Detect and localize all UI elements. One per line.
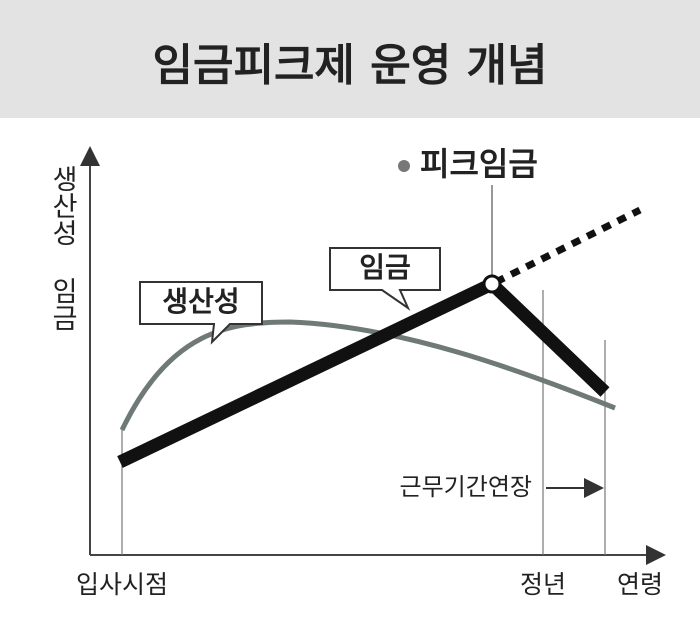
x-label-retirement: 정년 [520,570,566,599]
peak-label: 피크임금 [420,145,538,183]
productivity-label: 생산성 [162,285,239,318]
title-band [0,0,700,118]
peak-dot [398,160,410,172]
productivity-bubble [139,281,263,345]
peak-point [482,274,502,294]
y-axis-label: 생산성 임금 [47,165,78,331]
x-label-age: 연령 [617,570,663,599]
extension-label: 근무기간연장 [400,473,532,501]
wage-label: 임금 [359,251,411,284]
productivity-curve [119,319,616,432]
x-label-start: 입사시점 [76,570,168,599]
title: 임금피크제 운영 개념 [153,40,548,91]
wage-bubble [329,247,441,311]
